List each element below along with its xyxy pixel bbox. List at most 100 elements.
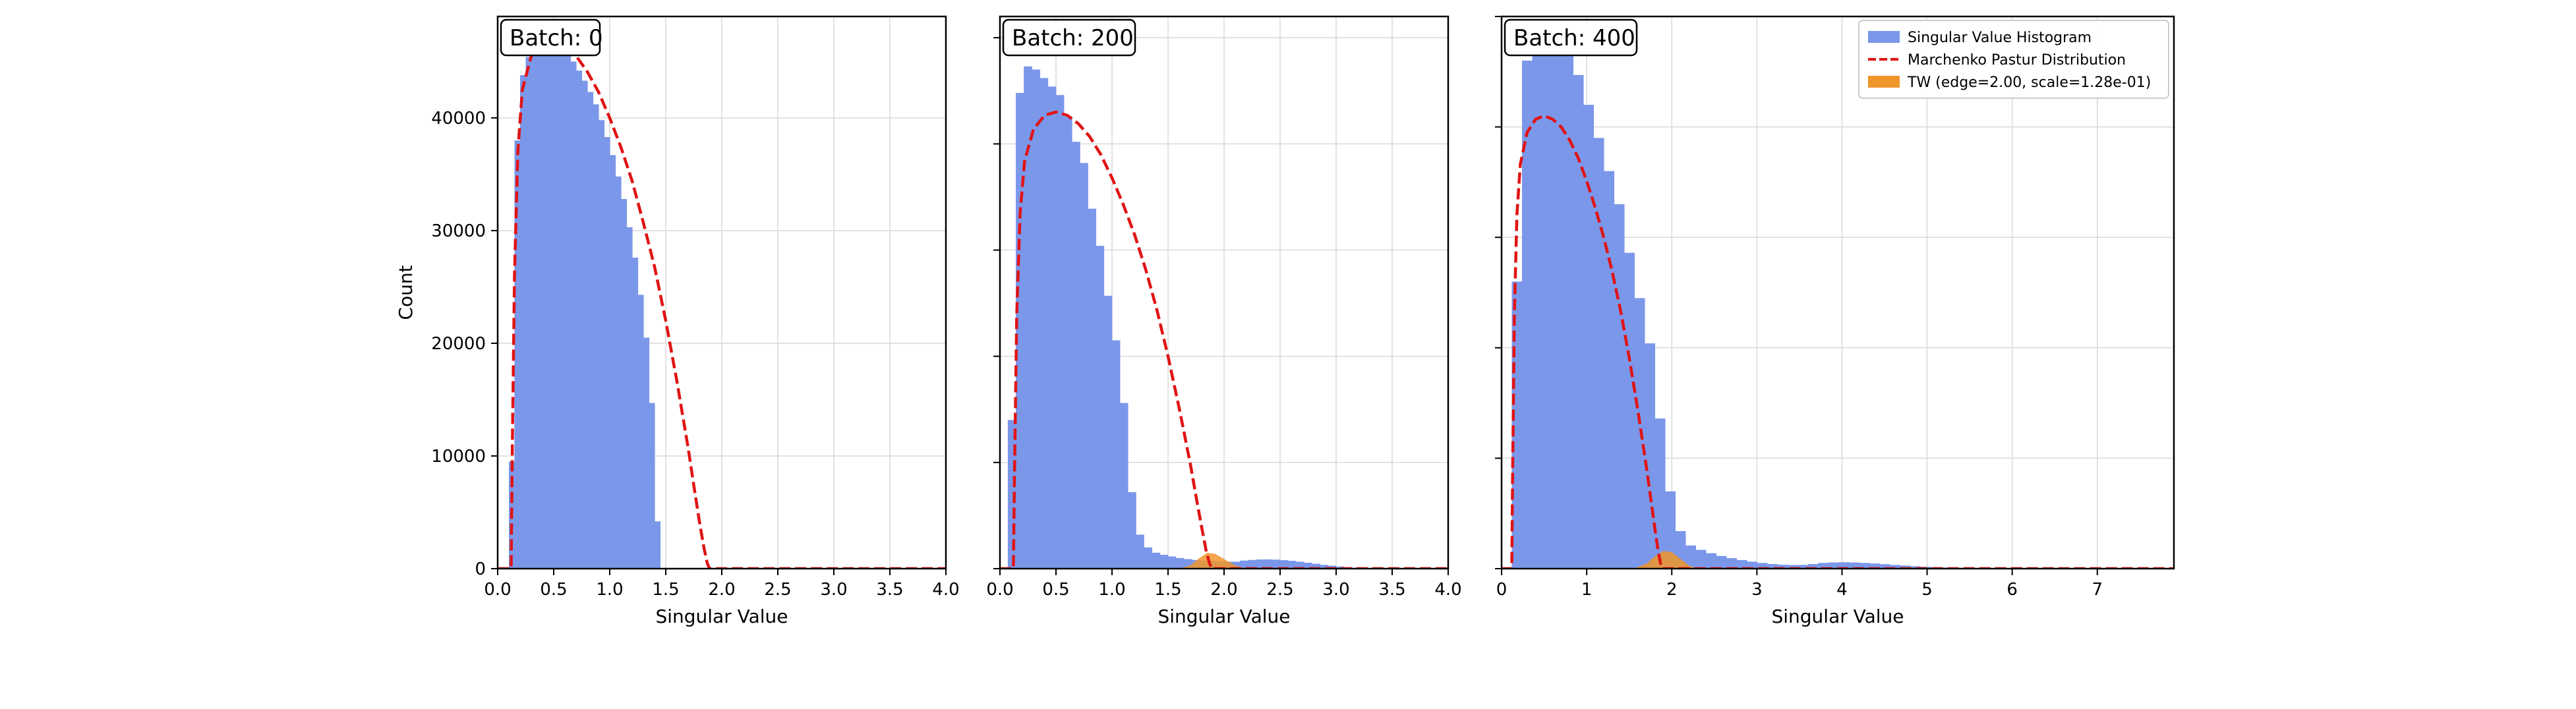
y-tick-label: 20000 — [431, 334, 486, 354]
histogram-bar — [604, 136, 610, 569]
x-axis-label: Singular Value — [1157, 606, 1290, 627]
histogram-bar — [1624, 252, 1635, 569]
histogram-bar — [1152, 552, 1161, 569]
x-tick-label: 1.5 — [1154, 580, 1181, 600]
x-tick-label: 2 — [1666, 580, 1678, 600]
histogram-bar — [1685, 545, 1696, 569]
histogram-bar — [1047, 86, 1057, 569]
x-tick-label: 0 — [1496, 580, 1508, 600]
x-axis-label: Singular Value — [655, 606, 788, 627]
x-axis-label: Singular Value — [1771, 606, 1904, 627]
histogram-bar — [570, 61, 577, 569]
histogram-bar — [587, 92, 594, 569]
histogram-bar — [1287, 561, 1297, 569]
batch-label-box — [1504, 18, 1638, 57]
histogram-bar — [621, 199, 628, 569]
legend-swatch — [1868, 76, 1900, 88]
x-tick-label: 3.5 — [1378, 580, 1405, 600]
histogram-bar — [626, 227, 633, 569]
panel-3: 0 1 2 3 4 5 6 7 Singular Value Batch: 400 Singular… — [1495, 15, 2175, 627]
x-tick-label: 2.5 — [764, 580, 791, 600]
histogram-bar — [1818, 563, 1829, 569]
histogram-bar — [1103, 295, 1113, 569]
batch-label-box — [1002, 18, 1136, 57]
histogram-bar — [1889, 565, 1900, 569]
histogram-bar — [1072, 142, 1080, 569]
x-tick-label: 4 — [1836, 580, 1848, 600]
histogram-bar — [1119, 403, 1128, 569]
histogram-bar — [581, 80, 588, 569]
histogram-bar — [610, 155, 616, 569]
histogram-bar — [1798, 565, 1809, 569]
histogram-bar — [1256, 559, 1264, 569]
histogram-bar — [1767, 563, 1778, 569]
plot-area — [1000, 66, 1448, 569]
x-tick-label: 0.0 — [484, 580, 511, 600]
legend: Singular Value Histogram Marchenko Pastur… — [1858, 20, 2169, 99]
histogram-bar — [514, 140, 521, 569]
x-tick-label: 3.0 — [1322, 580, 1349, 600]
histogram-bar — [1239, 560, 1248, 569]
histogram-bar — [1552, 38, 1564, 569]
histogram-bar — [1879, 564, 1890, 569]
batch-label: Batch: 200 — [1012, 25, 1134, 51]
histogram-bar — [1562, 55, 1574, 569]
histogram-bar — [1695, 550, 1707, 569]
histogram-bar — [1746, 561, 1757, 569]
histogram-bar — [1777, 564, 1788, 569]
histogram-bar — [1088, 208, 1097, 569]
histogram-bar — [565, 53, 571, 569]
histogram-bar — [1726, 558, 1737, 569]
legend-box — [1858, 20, 2169, 99]
histogram-bar — [1016, 93, 1024, 569]
histogram-bar — [576, 71, 583, 569]
histogram-bar — [1175, 557, 1185, 569]
histogram-bar — [1910, 566, 1921, 569]
histogram-bar — [1716, 555, 1727, 569]
histogram-bar — [1328, 565, 1337, 569]
x-tick-label: 0.0 — [986, 580, 1013, 600]
histogram-bar — [1828, 562, 1839, 569]
histogram-bar — [632, 257, 639, 569]
x-tick-label: 2.0 — [708, 580, 735, 600]
histogram-bar — [554, 41, 560, 569]
y-tick-label: 10000 — [431, 447, 486, 467]
y-tick-label: 30000 — [431, 221, 486, 241]
histogram-bar — [1024, 66, 1032, 569]
histogram-bar — [1634, 298, 1645, 569]
panel-1: 0.0 0.5 1.0 1.5 2.0 2.5 3.0 3.5 4.0 0 10000 20000 30… — [395, 15, 960, 627]
histogram-bar — [1248, 559, 1256, 569]
histogram-bar — [1144, 547, 1152, 569]
histogram-bar — [1136, 534, 1144, 569]
histogram-bar — [537, 39, 543, 569]
histogram-bar — [1787, 565, 1798, 569]
histogram-bar — [1542, 30, 1554, 569]
histogram-bar — [1593, 138, 1604, 569]
legend-entry: Singular Value Histogram — [1908, 30, 2092, 46]
histogram-bar — [542, 36, 549, 569]
histogram-bar — [1167, 556, 1177, 569]
legend-entry: TW (edge=2.00, scale=1.28e-01) — [1907, 74, 2151, 91]
x-tick-label: 3.0 — [820, 580, 847, 600]
x-tick-label: 1.0 — [1098, 580, 1125, 600]
x-tick-label: 5 — [1921, 580, 1933, 600]
plot-area — [1502, 30, 2174, 569]
histogram-bar — [1900, 565, 1911, 569]
x-tick-label: 2.5 — [1266, 580, 1293, 600]
histogram-bar — [1757, 563, 1768, 569]
histogram-bar — [1869, 563, 1880, 569]
histogram-bar — [1304, 562, 1312, 569]
legend-entry: Marchenko Pastur Distribution — [1908, 52, 2126, 69]
histogram-bar — [1295, 561, 1304, 569]
panel-2: 0.0 0.5 1.0 1.5 2.0 2.5 3.0 3.5 4.0 Singular Valu… — [986, 15, 1462, 627]
x-tick-label: 3.5 — [876, 580, 903, 600]
batch-label-box — [500, 18, 601, 57]
histogram-bar — [1312, 563, 1320, 569]
histogram-bar — [1159, 555, 1169, 569]
histogram-bar — [1320, 565, 1329, 569]
x-tick-label: 4.0 — [932, 580, 959, 600]
marchenko-pastur-line — [498, 40, 946, 569]
histogram-bar — [1521, 61, 1533, 569]
plot-area — [498, 36, 946, 569]
tracy-widom-area — [1633, 551, 1697, 569]
